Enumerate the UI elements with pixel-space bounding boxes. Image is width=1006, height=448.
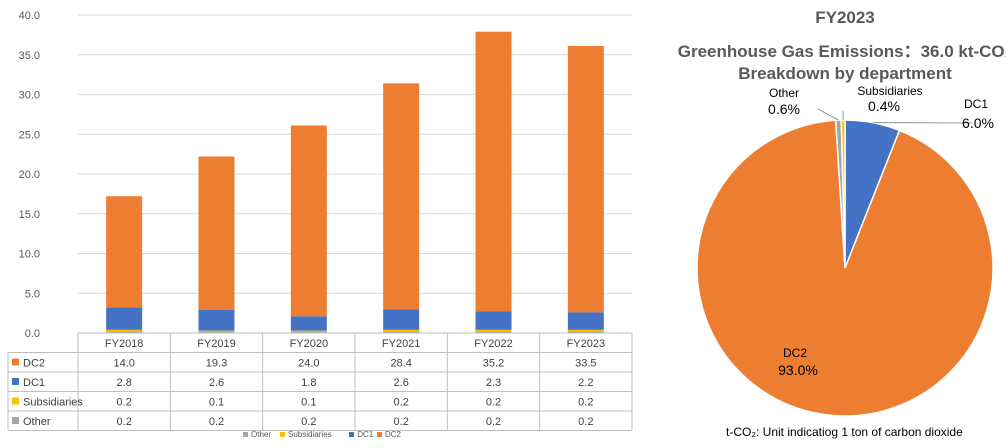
bar-dc1-fy2019 (198, 309, 235, 331)
table-cell-value: 33.5 (575, 358, 596, 370)
y-tick-label: 15.0 (19, 209, 40, 221)
bar-subsidiaries-fy2023 (567, 329, 604, 332)
table-cell-value: 0.2 (578, 416, 593, 428)
table-cell-value: 2.2 (578, 377, 593, 389)
bar-dc2-fy2021 (383, 83, 420, 310)
legend-label: Subsidiaries (288, 430, 332, 439)
table-cell-value: 0.2 (394, 416, 409, 428)
legend-swatch (349, 432, 355, 438)
table-cell-value: 0.2 (117, 416, 132, 428)
table-cell-value: 2.3 (486, 377, 501, 389)
legend-label: DC1 (357, 430, 374, 439)
table-cell-value: 2.6 (209, 377, 224, 389)
pie-label-value: 6.0% (962, 115, 994, 131)
bar-subsidiaries-fy2021 (383, 329, 420, 332)
x-category-label: FY2021 (382, 338, 421, 350)
x-category-label: FY2019 (197, 338, 236, 350)
legend-label: Other (251, 430, 272, 439)
bar-subsidiaries-fy2020 (290, 330, 327, 332)
table-row-label: Subsidiaries (23, 397, 83, 409)
bar-dc1-fy2021 (383, 309, 420, 330)
bar-other-fy2021 (383, 331, 420, 333)
table-cell-value: 0.2 (209, 416, 224, 428)
table-cell-value: 2.8 (117, 377, 132, 389)
legend-item-subsidiaries: Subsidiaries (280, 430, 332, 439)
x-category-label: FY2022 (474, 338, 513, 350)
bar-dc1-fy2023 (567, 312, 604, 330)
table-row-label: DC2 (23, 358, 45, 370)
pie-subtitle-2: Breakdown by department (738, 64, 952, 83)
footnote: t-CO₂: Unit indicatiog 1 ton of carbon d… (726, 425, 963, 439)
pie-label-name: Subsidiaries (857, 85, 922, 98)
legend-label: DC2 (385, 430, 402, 439)
bar-dc2-fy2022 (475, 31, 512, 312)
pie-title: FY2023 (815, 8, 875, 27)
table-cell-value: 0.2 (486, 397, 501, 409)
bar-dc1-fy2018 (106, 307, 143, 330)
table-cell-value: 24.0 (298, 358, 319, 370)
y-tick-label: 5.0 (25, 288, 40, 300)
legend-swatch (280, 432, 285, 438)
y-tick-label: 20.0 (19, 169, 40, 181)
bar-dc2-fy2019 (198, 156, 235, 310)
table-cell-value: 0.2 (486, 416, 501, 428)
table-legend-key (12, 397, 19, 405)
table-cell-value: 1.8 (301, 377, 316, 389)
y-tick-label: 0.0 (25, 328, 40, 340)
bar-other-fy2023 (567, 331, 604, 333)
pie-label-name: DC1 (964, 97, 988, 111)
table-cell-value: 2.6 (394, 377, 409, 389)
table-cell-value: 35.2 (483, 358, 504, 370)
y-tick-label: 40.0 (19, 10, 40, 22)
bar-other-fy2020 (290, 331, 327, 333)
y-tick-label: 25.0 (19, 129, 40, 141)
pie-label-name: Other (769, 86, 799, 100)
table-cell-value: 19.3 (206, 358, 227, 370)
bar-dc2-fy2020 (290, 125, 327, 317)
bar-other-fy2022 (475, 331, 512, 333)
bar-dc2-fy2023 (567, 46, 604, 313)
bar-dc1-fy2020 (290, 316, 327, 331)
table-cell-value: 14.0 (113, 358, 134, 370)
pie-slice-dc2 (696, 119, 994, 417)
pie-subtitle: Greenhouse Gas Emissions：36.0 kt-CO₂ (677, 42, 1006, 61)
legend-item-dc1: DC1 (349, 430, 373, 439)
pie-label-value: 0.4% (868, 98, 900, 114)
table-cell-value: 0.2 (394, 397, 409, 409)
x-category-label: FY2023 (567, 338, 606, 350)
leader-line (817, 108, 839, 121)
table-cell-value: 0.2 (301, 416, 316, 428)
pie-label-value: 93.0% (778, 362, 818, 378)
table-cell-value: 0.2 (578, 397, 593, 409)
bar-dc1-fy2022 (475, 311, 512, 330)
table-cell-value: 28.4 (390, 358, 411, 370)
bar-subsidiaries-fy2022 (475, 329, 512, 332)
table-legend-key (12, 417, 19, 424)
y-tick-label: 35.0 (19, 50, 40, 62)
legend-item-dc2: DC2 (377, 430, 401, 439)
bar-dc2-fy2018 (106, 196, 143, 308)
x-category-label: FY2020 (290, 338, 329, 350)
legend-swatch (243, 432, 248, 438)
table-row-label: DC1 (23, 377, 45, 389)
bar-other-fy2018 (106, 331, 143, 333)
pie-label-value: 0.6% (768, 101, 800, 117)
table-legend-key (12, 358, 19, 366)
table-cell-value: 0.2 (117, 397, 132, 409)
table-row-label: Other (23, 416, 51, 428)
legend-item-other: Other (243, 430, 271, 439)
bar-subsidiaries-fy2018 (106, 329, 143, 332)
table-legend-key (12, 378, 19, 385)
table-cell-value: 0.1 (301, 397, 316, 409)
stacked-bar-chart: 0.0 5.0 10.0 15.0 20.0 25.0 30.0 35.0 40.0 FY2018… (7, 10, 633, 431)
bar-other-fy2019 (198, 331, 235, 333)
pie-label-name: DC2 (783, 346, 807, 360)
y-tick-label: 10.0 (19, 249, 40, 261)
y-tick-label: 30.0 (19, 90, 40, 102)
legend-swatch (377, 432, 382, 438)
bar-subsidiaries-fy2019 (198, 330, 235, 332)
table-cell-value: 0.1 (209, 397, 224, 409)
x-category-label: FY2018 (105, 338, 144, 350)
